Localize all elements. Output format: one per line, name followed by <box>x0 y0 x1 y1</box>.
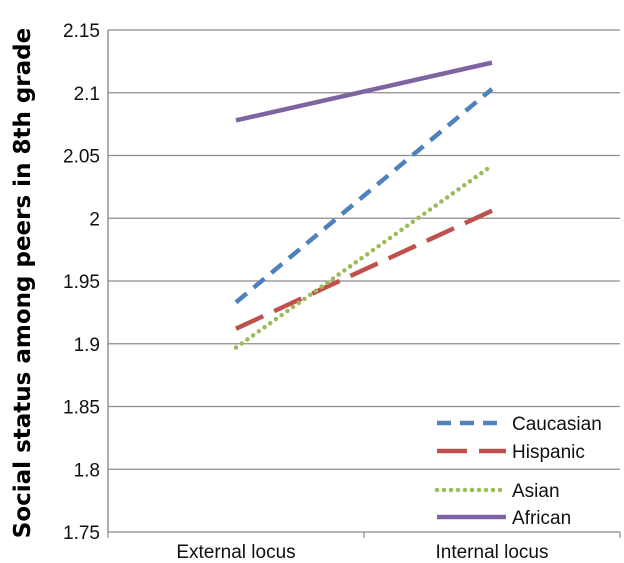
y-tick-label: 1.95 <box>63 272 100 293</box>
y-axis-title: Social status among peers in 8th grade <box>10 28 36 538</box>
x-tick-label: External locus <box>176 542 295 563</box>
y-tick-label: 1.8 <box>74 460 100 481</box>
y-tick-label: 2 <box>89 209 100 230</box>
legend-label-caucasian: Caucasian <box>512 414 602 435</box>
y-tick-label: 2.15 <box>63 21 100 42</box>
legend-label-african: African <box>512 508 571 529</box>
y-tick-label: 2.1 <box>74 84 100 105</box>
legend: Caucasian Hispanic Asian African <box>434 414 602 529</box>
legend-label-asian: Asian <box>512 481 560 502</box>
y-tick-label: 1.75 <box>63 523 100 544</box>
x-tick-label: Internal locus <box>435 542 548 563</box>
gridlines <box>108 29 620 533</box>
series-line-hispanic <box>235 208 493 331</box>
legend-label-hispanic: Hispanic <box>512 442 585 463</box>
y-tick-label: 1.85 <box>63 398 100 419</box>
y-axis: 1.75 1.8 1.85 1.9 1.95 2 2.05 2.1 2.15 <box>63 21 109 544</box>
series-line-african <box>235 60 493 123</box>
y-tick-label: 1.9 <box>74 335 100 356</box>
y-tick-label: 2.05 <box>63 147 100 168</box>
series-line-caucasian <box>234 87 494 305</box>
series-lines <box>233 60 495 350</box>
x-axis: External locus Internal locus <box>107 532 621 563</box>
